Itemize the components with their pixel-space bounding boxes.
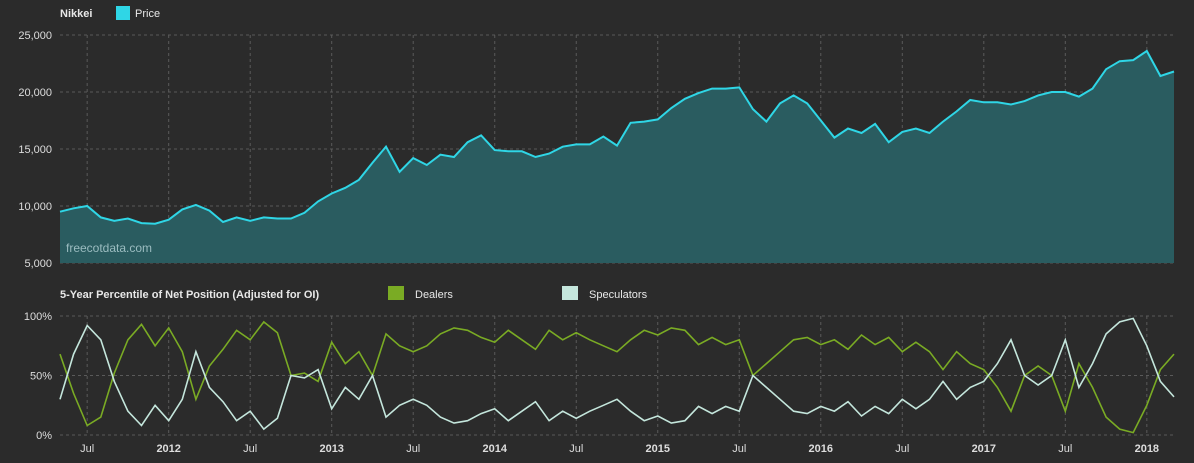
price-legend-title: Nikkei (60, 8, 92, 20)
price-y-axis: 25,000 20,000 15,000 10,000 5,000 (18, 30, 52, 270)
speculators-line (59, 317, 1175, 431)
x-tick-label: Jul (895, 443, 909, 455)
dealers-line (59, 320, 1175, 434)
x-tick-label: 2015 (646, 443, 670, 455)
price-y-tick-label: 20,000 (18, 87, 52, 99)
percentile-gridlines (60, 315, 1174, 436)
dealers-legend-label[interactable]: Dealers (415, 289, 453, 301)
x-tick-label: 2013 (319, 443, 343, 455)
price-y-tick-label: 5,000 (24, 258, 52, 270)
percentile-y-tick-label: 0% (36, 430, 52, 442)
price-legend-swatch[interactable] (116, 6, 130, 20)
percentile-legend-title: 5-Year Percentile of Net Position (Adjus… (60, 289, 319, 301)
x-tick-label: Jul (1058, 443, 1072, 455)
x-tick-label: Jul (569, 443, 583, 455)
x-axis: Jul 2012 Jul 2013 Jul 2014 Jul 2015 Jul 2016 Jul 20… (80, 443, 1159, 455)
watermark: freecotdata.com (66, 241, 152, 255)
price-legend-label[interactable]: Price (135, 8, 160, 20)
price-y-tick-label: 25,000 (18, 30, 52, 42)
x-tick-label: Jul (406, 443, 420, 455)
x-tick-label: 2016 (809, 443, 833, 455)
x-tick-label: 2014 (482, 443, 507, 455)
price-area (60, 51, 1174, 263)
price-y-tick-label: 10,000 (18, 201, 52, 213)
x-tick-label: 2017 (972, 443, 996, 455)
x-tick-label: Jul (732, 443, 746, 455)
percentile-y-axis: 100% 50% 0% (24, 311, 52, 442)
dealers-legend-swatch[interactable] (388, 286, 404, 300)
price-y-tick-label: 15,000 (18, 144, 52, 156)
speculators-legend-label[interactable]: Speculators (589, 289, 648, 301)
percentile-y-tick-label: 50% (30, 371, 52, 383)
price-line (59, 49, 1175, 225)
speculators-legend-swatch[interactable] (562, 286, 578, 300)
percentile-y-tick-label: 100% (24, 311, 52, 323)
x-tick-label: Jul (80, 443, 94, 455)
x-tick-label: 2018 (1135, 443, 1159, 455)
x-tick-label: 2012 (156, 443, 180, 455)
x-tick-label: Jul (243, 443, 257, 455)
